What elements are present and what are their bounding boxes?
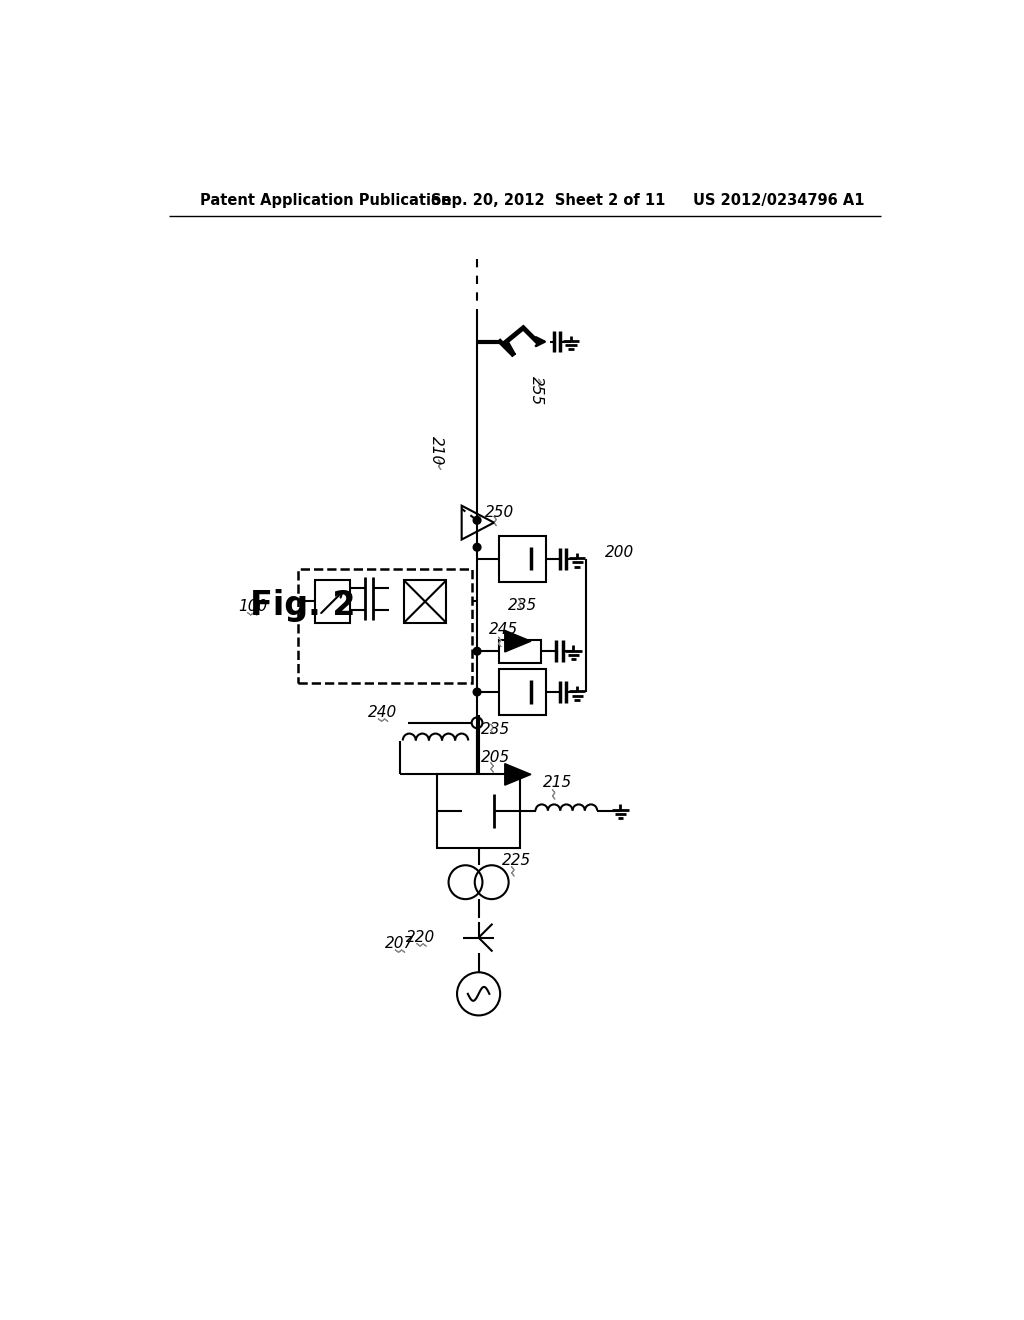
Bar	[403, 581, 446, 623]
Circle shape	[473, 647, 481, 655]
Text: 245: 245	[488, 622, 518, 638]
Text: 200: 200	[605, 545, 634, 560]
Text: 205: 205	[481, 750, 510, 766]
Bar	[499, 640, 541, 663]
Polygon shape	[505, 631, 531, 652]
Text: 225: 225	[502, 853, 531, 869]
Text: 220: 220	[407, 931, 435, 945]
Bar	[437, 775, 520, 847]
Text: 235: 235	[481, 722, 510, 738]
Circle shape	[473, 688, 481, 696]
Text: 240: 240	[368, 705, 397, 721]
Text: Sep. 20, 2012  Sheet 2 of 11: Sep. 20, 2012 Sheet 2 of 11	[431, 193, 666, 209]
Text: 255: 255	[529, 376, 545, 405]
Bar	[499, 536, 547, 582]
Text: 250: 250	[484, 506, 514, 520]
Text: Patent Application Publication: Patent Application Publication	[200, 193, 452, 209]
Text: Fig. 2: Fig. 2	[250, 589, 355, 622]
Circle shape	[473, 544, 481, 552]
Bar	[298, 569, 472, 682]
Circle shape	[473, 516, 481, 524]
Polygon shape	[505, 763, 531, 785]
Text: 100: 100	[239, 599, 267, 614]
Text: 210: 210	[429, 437, 444, 466]
Text: 215: 215	[543, 775, 571, 789]
Text: 235: 235	[508, 598, 538, 612]
Text: 207: 207	[385, 936, 414, 952]
Bar	[499, 669, 547, 715]
Bar	[315, 581, 350, 623]
Text: US 2012/0234796 A1: US 2012/0234796 A1	[692, 193, 864, 209]
